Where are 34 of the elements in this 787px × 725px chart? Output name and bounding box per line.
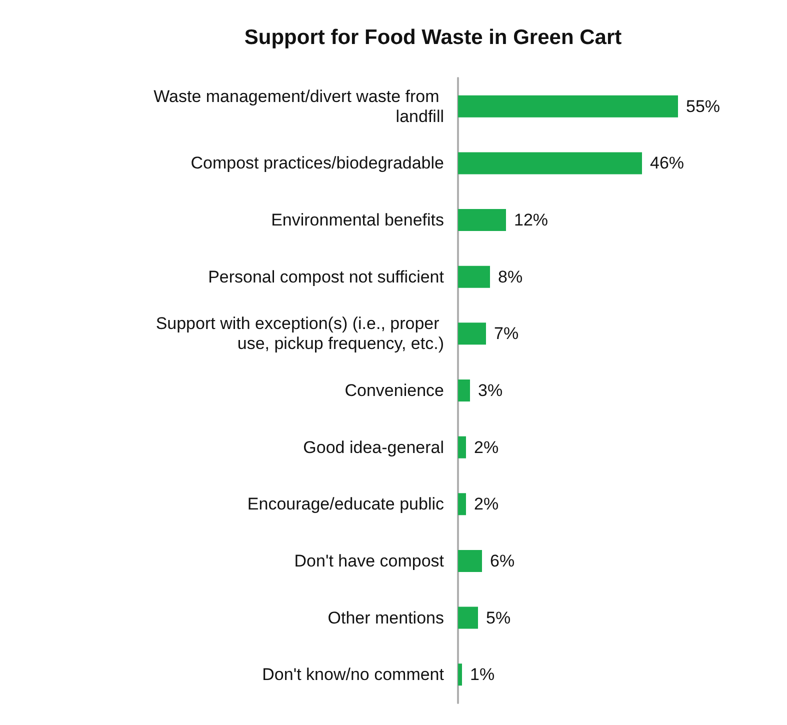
bar	[458, 95, 678, 118]
bar	[458, 436, 466, 458]
y-tick-label: Convenience	[344, 381, 444, 400]
y-tick-label: Support with exception(s) (i.e., proper use, pickup frequency, etc.)	[156, 314, 444, 354]
y-tick-label: Environmental benefits	[271, 210, 444, 230]
data-label: 2%	[474, 438, 499, 457]
data-label: 2%	[474, 494, 499, 514]
bar	[458, 380, 470, 402]
data-label: 8%	[498, 267, 523, 286]
bar	[458, 266, 490, 288]
bar	[458, 152, 642, 174]
chart-title: Support for Food Waste in Green Cart	[244, 26, 622, 49]
y-tick-label: Other mentions	[328, 608, 444, 628]
y-tick-label: Compost practices/biodegradable	[190, 154, 444, 173]
bar	[458, 322, 486, 345]
data-label: 3%	[478, 381, 503, 400]
y-tick-label: Good idea-general	[303, 438, 444, 457]
data-label: 6%	[490, 551, 515, 570]
data-label: 12%	[514, 210, 548, 230]
y-tick-label: Don't know/no comment	[262, 665, 444, 684]
data-label: 46%	[650, 154, 684, 173]
data-label: 7%	[494, 324, 519, 344]
data-label: 5%	[486, 608, 511, 628]
bar	[458, 209, 506, 232]
data-label: 55%	[686, 96, 720, 116]
data-label: 1%	[470, 665, 495, 684]
y-tick-label: Personal compost not sufficient	[208, 267, 444, 286]
bar	[458, 550, 482, 572]
bar	[458, 493, 466, 516]
y-tick-label: Waste management/divert waste from landfill	[154, 86, 444, 126]
y-tick-label: Encourage/educate public	[247, 494, 444, 514]
y-tick-label: Don't have compost	[294, 551, 444, 570]
bar	[458, 664, 462, 686]
bar	[458, 606, 478, 629]
